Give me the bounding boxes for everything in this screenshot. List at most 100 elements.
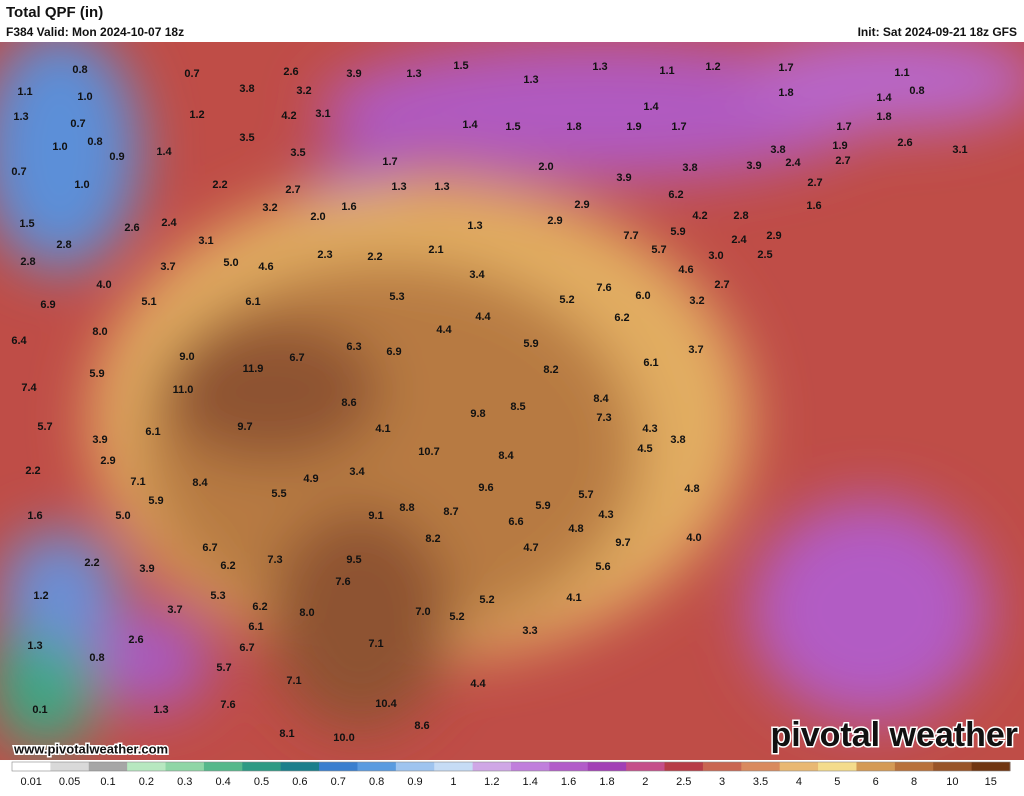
point-value: 3.9 — [616, 172, 631, 184]
colorbar-label: 6 — [873, 776, 879, 788]
point-value: 6.3 — [346, 341, 361, 353]
point-value: 2.4 — [161, 217, 177, 229]
point-value: 1.8 — [876, 111, 891, 123]
point-value: 2.1 — [428, 244, 443, 256]
point-value: 1.4 — [643, 101, 659, 113]
point-value: 2.3 — [317, 249, 332, 261]
point-value: 1.3 — [153, 704, 168, 716]
colorbar-swatch — [242, 762, 282, 771]
colorbar-swatch — [50, 762, 90, 771]
colorbar-label: 0.4 — [215, 776, 230, 788]
point-value: 1.7 — [778, 62, 793, 74]
colorbar-swatch — [472, 762, 512, 771]
point-value: 1.4 — [876, 92, 892, 104]
point-value: 6.7 — [202, 542, 217, 554]
point-value: 1.3 — [13, 111, 28, 123]
point-value: 5.0 — [115, 510, 130, 522]
point-value: 2.2 — [212, 179, 227, 191]
colorbar-label: 4 — [796, 776, 802, 788]
point-value: 2.7 — [835, 155, 850, 167]
colorbar-label: 1.6 — [561, 776, 576, 788]
point-value: 2.2 — [25, 465, 40, 477]
point-value: 0.8 — [89, 652, 104, 664]
point-value: 1.2 — [189, 109, 204, 121]
point-value: 8.2 — [543, 364, 558, 376]
point-value: 8.0 — [299, 607, 314, 619]
point-value: 0.9 — [109, 151, 124, 163]
point-value: 3.1 — [952, 144, 967, 156]
point-value: 1.6 — [27, 510, 42, 522]
point-value: 9.1 — [368, 510, 383, 522]
point-value: 3.9 — [346, 68, 361, 80]
site-url: www.pivotalweather.com — [13, 741, 168, 756]
point-value: 4.2 — [281, 110, 296, 122]
point-value: 1.3 — [467, 220, 482, 232]
point-value: 7.3 — [267, 554, 282, 566]
point-value: 4.2 — [692, 210, 707, 222]
point-value: 1.0 — [52, 141, 67, 153]
colorbar-label: 2.5 — [676, 776, 691, 788]
point-value: 3.1 — [198, 235, 213, 247]
colorbar-label: 1.2 — [484, 776, 499, 788]
point-value: 2.8 — [56, 239, 71, 251]
colorbar-label: 0.05 — [59, 776, 80, 788]
point-labels: 0.8 0.7 2.6 3.9 1.31.51.31.3 1.1 1.2 1.7 1.11.1 1… — [11, 60, 967, 744]
point-value: 5.7 — [216, 662, 231, 674]
point-value: 3.1 — [315, 108, 330, 120]
point-value: 7.1 — [286, 675, 301, 687]
point-value: 4.4 — [475, 311, 491, 323]
valid-time: F384 Valid: Mon 2024-10-07 18z — [6, 25, 184, 39]
point-value: 6.7 — [289, 352, 304, 364]
point-value: 6.2 — [668, 189, 683, 201]
point-value: 5.9 — [148, 495, 163, 507]
point-value: 0.8 — [909, 85, 924, 97]
point-value: 3.2 — [689, 295, 704, 307]
colorbar-swatch — [818, 762, 857, 771]
point-value: 5.3 — [389, 291, 404, 303]
point-value: 3.7 — [688, 344, 703, 356]
map-field — [0, 42, 1024, 760]
point-value: 9.8 — [470, 408, 485, 420]
colorbar-swatch — [165, 762, 205, 771]
point-value: 5.9 — [523, 338, 538, 350]
point-value: 2.6 — [897, 137, 912, 149]
point-value: 4.0 — [96, 279, 111, 291]
point-value: 4.9 — [303, 473, 318, 485]
colorbar-swatch — [587, 762, 627, 771]
point-value: 4.3 — [642, 423, 657, 435]
point-value: 7.6 — [220, 699, 235, 711]
point-value: 1.3 — [27, 640, 42, 652]
point-value: 5.9 — [670, 226, 685, 238]
point-value: 5.9 — [535, 500, 550, 512]
point-value: 4.8 — [568, 523, 583, 535]
point-value: 4.8 — [684, 483, 699, 495]
point-value: 6.1 — [248, 621, 263, 633]
point-value: 1.7 — [382, 156, 397, 168]
point-value: 2.7 — [285, 184, 300, 196]
colorbar-swatch — [203, 762, 243, 771]
colorbar-label: 0.7 — [331, 776, 346, 788]
point-value: 6.0 — [635, 290, 650, 302]
point-value: 3.9 — [746, 160, 761, 172]
colorbar-swatch — [779, 762, 819, 771]
point-value: 7.6 — [596, 282, 611, 294]
point-value: 1.1 — [659, 65, 674, 77]
point-value: 3.5 — [290, 147, 305, 159]
point-value: 5.9 — [89, 368, 104, 380]
point-value: 3.9 — [139, 563, 154, 575]
point-value: 4.1 — [566, 592, 581, 604]
point-value: 7.1 — [130, 476, 145, 488]
point-value: 2.0 — [310, 211, 325, 223]
point-value: 0.7 — [11, 166, 26, 178]
init-time: Init: Sat 2024-09-21 18z GFS — [858, 25, 1017, 39]
colorbar-label: 2 — [642, 776, 648, 788]
colorbar-swatch — [395, 762, 435, 771]
point-value: 2.6 — [128, 634, 143, 646]
colorbar-swatch — [357, 762, 397, 771]
point-value: 5.6 — [595, 561, 610, 573]
logo: pivotal weather — [770, 716, 1018, 754]
point-value: 9.7 — [615, 537, 630, 549]
point-value: 7.6 — [335, 576, 350, 588]
point-value: 2.9 — [100, 455, 115, 467]
point-value: 2.8 — [20, 256, 35, 268]
